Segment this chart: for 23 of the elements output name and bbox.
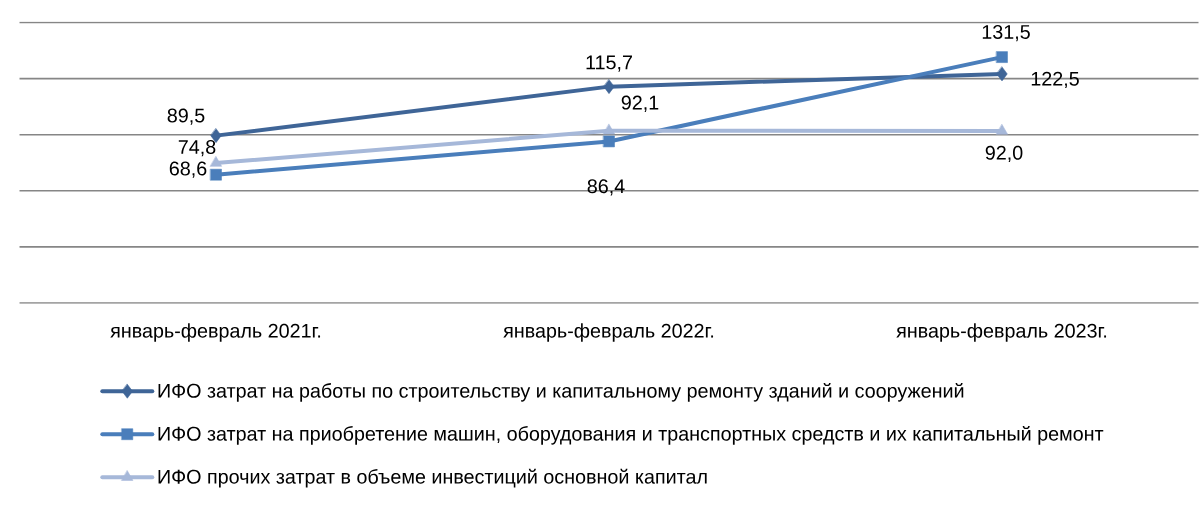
data-label: 74,8 <box>178 139 216 157</box>
data-label: 89,5 <box>167 108 205 125</box>
point <box>996 124 1008 135</box>
point <box>603 135 615 148</box>
data-label: 122,5 <box>1031 71 1079 89</box>
legend-label: ИФО прочих затрат в объеме инвестиций основной капитал <box>158 468 707 488</box>
data-label: 92,0 <box>985 145 1023 163</box>
data-label: 115,7 <box>586 55 632 72</box>
legend-label: ИФО затрат на работы по строительству и капитальному ремонту зданий и сооружений <box>158 382 964 402</box>
x-tick-label: январь-февраль 2023г. <box>896 323 1107 342</box>
point <box>603 123 615 135</box>
legend-label: ИФО затрат на приобретение машин, оборудования и транспортных средств и их капитальный ремонт <box>158 425 1104 445</box>
point <box>210 156 222 167</box>
point <box>603 79 615 94</box>
data-label: 131,5 <box>982 24 1030 42</box>
x-tick-label: январь-февраль 2021г. <box>110 323 321 342</box>
point <box>996 66 1008 82</box>
point <box>996 51 1008 63</box>
data-label: 68,6 <box>169 161 207 178</box>
point <box>210 168 222 181</box>
data-label: 92,1 <box>621 95 659 112</box>
data-label: 86,4 <box>587 179 625 196</box>
x-tick-label: январь-февраль 2022г. <box>503 323 714 342</box>
